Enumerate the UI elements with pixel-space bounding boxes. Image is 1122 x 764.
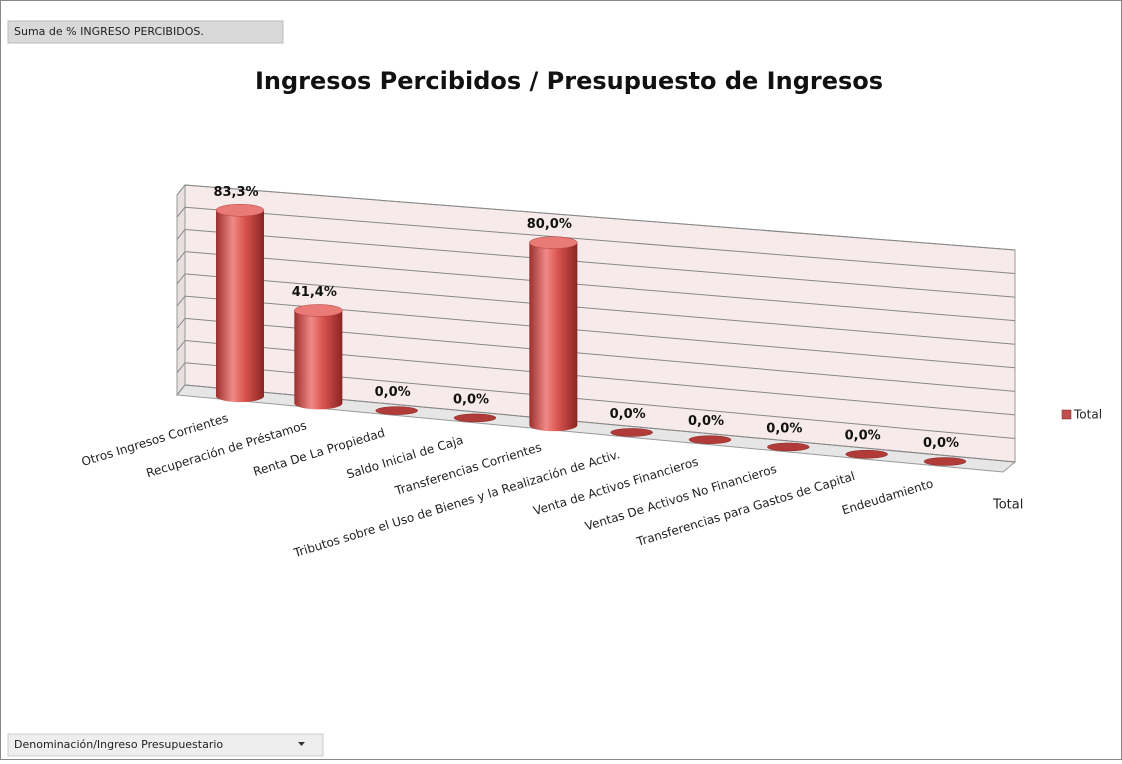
bar (375, 406, 418, 415)
bar-top (294, 304, 343, 317)
side-grid-line (176, 362, 186, 374)
grid-line (184, 251, 1016, 322)
grid-line (184, 206, 1016, 275)
row-field-button-label: Denominación/Ingreso Presupuestario (14, 738, 223, 751)
side-grid-line (176, 318, 186, 329)
grid-line (184, 228, 1016, 298)
bar (529, 242, 578, 432)
legend-label: Total (1073, 408, 1102, 422)
data-label: 83,3% (213, 185, 258, 200)
bar (216, 210, 264, 403)
side-grid-line (176, 273, 186, 285)
bar (688, 435, 732, 444)
data-label: 0,0% (453, 392, 489, 407)
side-grid-line (176, 384, 186, 396)
data-label: 80,0% (527, 217, 572, 232)
data-label: 0,0% (845, 429, 881, 444)
chart-title: Ingresos Percibidos / Presupuesto de Ing… (255, 67, 883, 95)
bar (453, 413, 497, 423)
row-field-button[interactable] (7, 733, 324, 757)
dropdown-arrow (298, 742, 305, 746)
legend-swatch (1061, 409, 1072, 420)
side-grid-line (176, 295, 186, 307)
bar (294, 310, 343, 410)
bar (767, 442, 810, 452)
bar (610, 428, 653, 437)
side-grid-line (176, 206, 186, 218)
field-button[interactable] (7, 20, 284, 44)
data-label: 0,0% (375, 385, 411, 400)
data-label: 0,0% (688, 414, 724, 429)
field-button-label: Suma de % INGRESO PERCIBIDOS. (14, 25, 204, 38)
data-label: 0,0% (766, 421, 802, 436)
grid-line (184, 273, 1016, 345)
side-grid-line (176, 184, 186, 196)
side-grid-line (176, 251, 186, 262)
data-label: 0,0% (923, 436, 959, 451)
bar (845, 449, 888, 459)
data-label: 41,4% (292, 285, 337, 300)
depth-axis-label: Total (992, 498, 1023, 513)
grid-line (184, 184, 1016, 251)
bar-top (529, 236, 578, 249)
data-label: 0,0% (610, 407, 646, 422)
side-grid-line (176, 340, 186, 351)
bar-top (215, 204, 265, 217)
side-grid-line (176, 229, 186, 240)
bar (923, 457, 967, 466)
